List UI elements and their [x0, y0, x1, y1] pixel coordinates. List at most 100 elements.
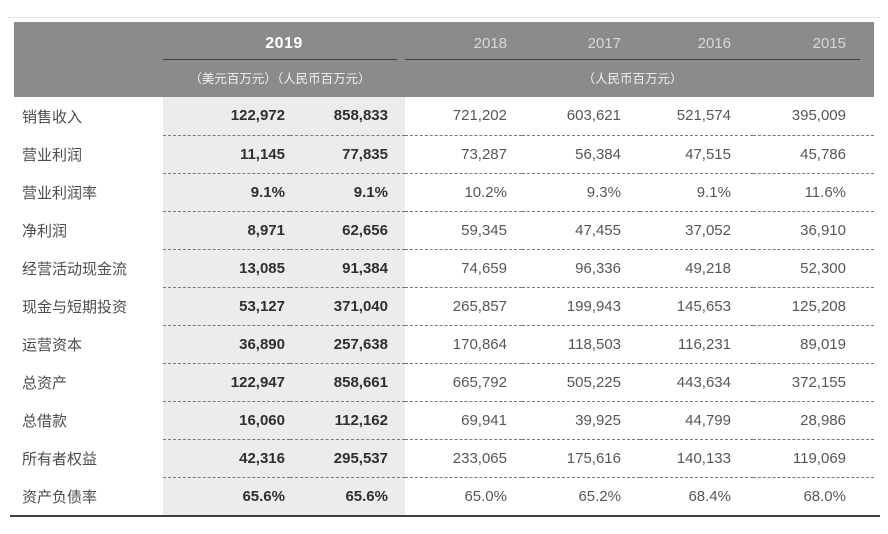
row-label: 所有者权益	[22, 450, 98, 468]
cell-2019-usd: 65.6%	[163, 477, 290, 515]
cell-2018: 69,941	[405, 401, 522, 440]
header-year-2015: 2015	[753, 22, 874, 59]
cell-2019-rmb: 77,835	[290, 135, 405, 174]
cell-2016: 47,515	[640, 135, 753, 174]
cell-2018: 721,202	[405, 97, 522, 136]
row-label: 营业利润率	[22, 184, 98, 202]
cell-2019-usd: 8,971	[163, 211, 290, 250]
cell-2019-usd: 42,316	[163, 439, 290, 478]
table-row-total-borrowings: 总借款 16,060 112,162 69,941 39,925 44,799 …	[14, 401, 874, 440]
cell-2017: 175,616	[522, 439, 640, 478]
row-label: 运营资本	[22, 336, 83, 354]
header-units-row: （美元百万元）（人民币百万元） （人民币百万元）	[14, 59, 874, 97]
table-row-debt-to-asset-ratio: 资产负债率 65.6% 65.6% 65.0% 65.2% 68.4% 68.0…	[14, 477, 874, 515]
cell-2019-rmb: 371,040	[290, 287, 405, 326]
row-label: 总借款	[22, 412, 68, 430]
cell-2015: 45,786	[753, 135, 874, 174]
cell-2018: 665,792	[405, 363, 522, 402]
table-row-operating-profit: 营业利润 11,145 77,835 73,287 56,384 47,515 …	[14, 135, 874, 174]
cell-2017: 39,925	[522, 401, 640, 440]
cell-2017: 96,336	[522, 249, 640, 288]
cell-2019-rmb: 62,656	[290, 211, 405, 250]
cell-2015: 28,986	[753, 401, 874, 440]
cell-2015: 52,300	[753, 249, 874, 288]
cell-2017: 505,225	[522, 363, 640, 402]
cell-2015: 68.0%	[803, 487, 846, 505]
cell-2018: 10.2%	[405, 173, 522, 212]
unit-label-other-years: （人民币百万元）	[405, 59, 860, 87]
cell-2017: 603,621	[522, 97, 640, 136]
cell-2019-usd: 16,060	[163, 401, 290, 440]
cell-2015: 36,910	[753, 211, 874, 250]
table-row-operating-margin: 营业利润率 9.1% 9.1% 10.2% 9.3% 9.1% 11.6%	[14, 173, 874, 212]
cell-2019-rmb: 295,537	[290, 439, 405, 478]
cell-2015: 11.6%	[753, 173, 874, 212]
cell-2017: 65.2%	[578, 487, 621, 505]
cell-2015: 395,009	[753, 97, 874, 136]
cell-2017: 56,384	[522, 135, 640, 174]
cell-2019-rmb: 112,162	[290, 401, 405, 440]
cell-2018: 170,864	[405, 325, 522, 364]
header-corner-units	[14, 59, 163, 97]
cell-2018: 65.0%	[464, 487, 507, 505]
cell-2015: 119,069	[753, 439, 874, 478]
cell-2019-rmb: 858,833	[290, 97, 405, 136]
table-body: 销售收入 122,972 858,833 721,202 603,621 521…	[14, 97, 874, 515]
row-label: 销售收入	[22, 108, 83, 126]
row-label: 资产负债率	[22, 488, 98, 506]
header-years-row: 2019 2018 2017 2016 2015	[14, 22, 874, 59]
cell-2016: 68.4%	[688, 487, 731, 505]
cell-2016: 145,653	[640, 287, 753, 326]
cell-2019-rmb: 91,384	[290, 249, 405, 288]
cell-2016: 44,799	[640, 401, 753, 440]
cell-2017: 47,455	[522, 211, 640, 250]
cell-2016: 116,231	[640, 325, 753, 364]
cell-2016: 37,052	[640, 211, 753, 250]
header-year-2018: 2018	[405, 22, 522, 59]
header-year-2017: 2017	[522, 22, 640, 59]
cell-2017: 9.3%	[522, 173, 640, 212]
header-unit-2019-cell: （美元百万元）（人民币百万元）	[163, 59, 405, 97]
header-unit-other-cell: （人民币百万元）	[405, 59, 874, 97]
cell-2018: 73,287	[405, 135, 522, 174]
cell-2016: 140,133	[640, 439, 753, 478]
cell-2018: 74,659	[405, 249, 522, 288]
table-row-total-assets: 总资产 122,947 858,661 665,792 505,225 443,…	[14, 363, 874, 402]
cell-2016: 521,574	[640, 97, 753, 136]
cell-2017: 199,943	[522, 287, 640, 326]
cell-2016: 9.1%	[640, 173, 753, 212]
table-row-owners-equity: 所有者权益 42,316 295,537 233,065 175,616 140…	[14, 439, 874, 478]
cell-2017: 118,503	[522, 325, 640, 364]
cell-2019-rmb: 65.6%	[290, 477, 405, 515]
table-row-sales-revenue: 销售收入 122,972 858,833 721,202 603,621 521…	[14, 97, 874, 136]
header-corner	[14, 22, 163, 59]
cell-2019-usd: 11,145	[163, 135, 290, 174]
row-label: 净利润	[22, 222, 68, 240]
financial-summary-table: 2019 2018 2017 2016 2015 （美元百万元）（人民币百万元）…	[14, 22, 874, 515]
table-row-cash-short-term-investments: 现金与短期投资 53,127 371,040 265,857 199,943 1…	[14, 287, 874, 326]
cell-2019-usd: 13,085	[163, 249, 290, 288]
unit-label-2019: （美元百万元）（人民币百万元）	[163, 59, 397, 87]
cell-2018: 233,065	[405, 439, 522, 478]
cell-2019-usd: 122,972	[163, 97, 290, 136]
cell-2016: 49,218	[640, 249, 753, 288]
cell-2019-usd: 36,890	[163, 325, 290, 364]
cell-2019-rmb: 257,638	[290, 325, 405, 364]
cell-2019-rmb: 9.1%	[290, 173, 405, 212]
cell-2019-usd: 53,127	[163, 287, 290, 326]
header-year-2019: 2019	[163, 22, 405, 59]
table-row-operating-cash-flow: 经营活动现金流 13,085 91,384 74,659 96,336 49,2…	[14, 249, 874, 288]
cell-2019-usd: 122,947	[163, 363, 290, 402]
cell-2019-usd: 9.1%	[163, 173, 290, 212]
cell-2019-rmb: 858,661	[290, 363, 405, 402]
cell-2018: 265,857	[405, 287, 522, 326]
header-year-2016: 2016	[640, 22, 753, 59]
cell-2015: 372,155	[753, 363, 874, 402]
top-hairline	[8, 17, 880, 18]
cell-2018: 59,345	[405, 211, 522, 250]
row-label: 现金与短期投资	[22, 298, 128, 316]
row-label: 总资产	[22, 374, 68, 392]
cell-2015: 125,208	[753, 287, 874, 326]
cell-2015: 89,019	[753, 325, 874, 364]
